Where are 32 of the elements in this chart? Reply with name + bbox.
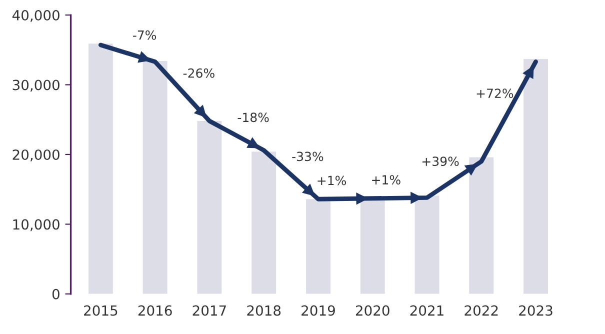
bar [306, 199, 330, 294]
y-tick-label: 20,000 [12, 149, 60, 162]
bar [88, 44, 113, 294]
annotation: -26% [183, 68, 214, 78]
annotation: +1% [372, 175, 400, 185]
bar [197, 121, 222, 294]
x-tick-label: 2017 [192, 305, 226, 316]
bar [252, 152, 276, 294]
x-tick-label: 2020 [356, 305, 390, 316]
annotation: -18% [238, 112, 269, 122]
annotation: +39% [422, 156, 459, 166]
bar [360, 200, 385, 294]
x-tick-label: 2023 [519, 305, 552, 316]
bar [469, 157, 494, 294]
annotation: +72% [476, 88, 514, 98]
y-tick-label: 30,000 [12, 80, 60, 92]
bar [414, 196, 440, 294]
y-tick-label: 40,000 [12, 10, 60, 22]
x-tick-label: 2016 [138, 305, 172, 316]
annotation: +1% [318, 176, 346, 186]
bar [524, 58, 548, 294]
y-tick-label: 10,000 [13, 219, 60, 232]
x-tick-label: 2019 [302, 305, 335, 316]
y-tick-label: 0 [52, 288, 60, 300]
line-series [98, 42, 538, 202]
x-tick-label: 2022 [464, 305, 498, 316]
x-tick-label: 2021 [410, 305, 444, 316]
annotation: -33% [292, 152, 324, 162]
annotation: -7% [132, 30, 156, 40]
x-tick-label: 2018 [247, 305, 281, 316]
x-tick-label: 2015 [84, 305, 118, 316]
bar [142, 61, 168, 294]
